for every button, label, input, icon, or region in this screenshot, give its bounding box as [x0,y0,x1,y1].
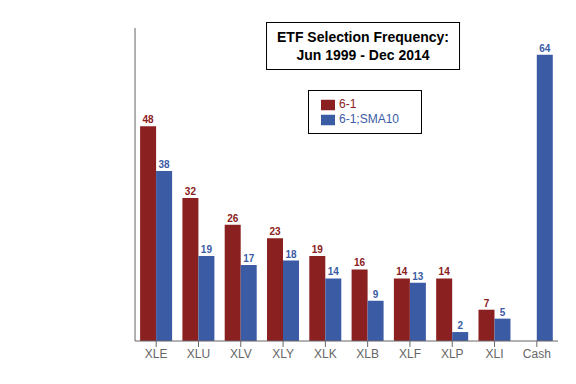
html-text:Jun 1999 - Dec 2014: Jun 1999 - Dec 2014 [296,47,430,64]
svg-text:48: 48 [143,114,155,125]
svg-text:XLE: XLE [145,347,168,361]
html-text:6-1;SMA10: 6-1;SMA10 [339,111,399,126]
svg-text:14: 14 [396,266,408,277]
svg-text:19: 19 [201,244,213,255]
html-text:ETF Selection Frequency:: ETF Selection Frequency: [277,29,449,45]
svg-text:26: 26 [227,213,239,224]
html-text:6-1: 6-1 [339,97,357,111]
svg-text:5: 5 [500,307,506,318]
svg-text:XLY: XLY [272,347,294,361]
svg-text:9: 9 [373,289,379,300]
svg-text:XLK: XLK [314,347,337,361]
svg-text:32: 32 [185,186,197,197]
svg-text:7: 7 [484,298,490,309]
svg-text:XLF: XLF [399,347,421,361]
svg-text:64: 64 [539,43,551,54]
svg-text:14: 14 [328,266,340,277]
svg-text:16: 16 [354,257,366,268]
svg-text:2: 2 [457,320,463,331]
svg-text:17: 17 [243,253,255,264]
svg-text:23: 23 [269,226,281,237]
svg-text:XLU: XLU [187,347,210,361]
svg-text:18: 18 [285,249,297,260]
svg-text:19: 19 [312,244,324,255]
svg-text:38: 38 [159,159,171,170]
svg-text:XLP: XLP [441,347,464,361]
svg-text:XLB: XLB [356,347,379,361]
svg-text:Cash: Cash [523,347,551,361]
svg-text:XLV: XLV [230,347,252,361]
svg-text:14: 14 [439,266,451,277]
svg-text:XLI: XLI [486,347,504,361]
svg-text:13: 13 [412,271,424,282]
